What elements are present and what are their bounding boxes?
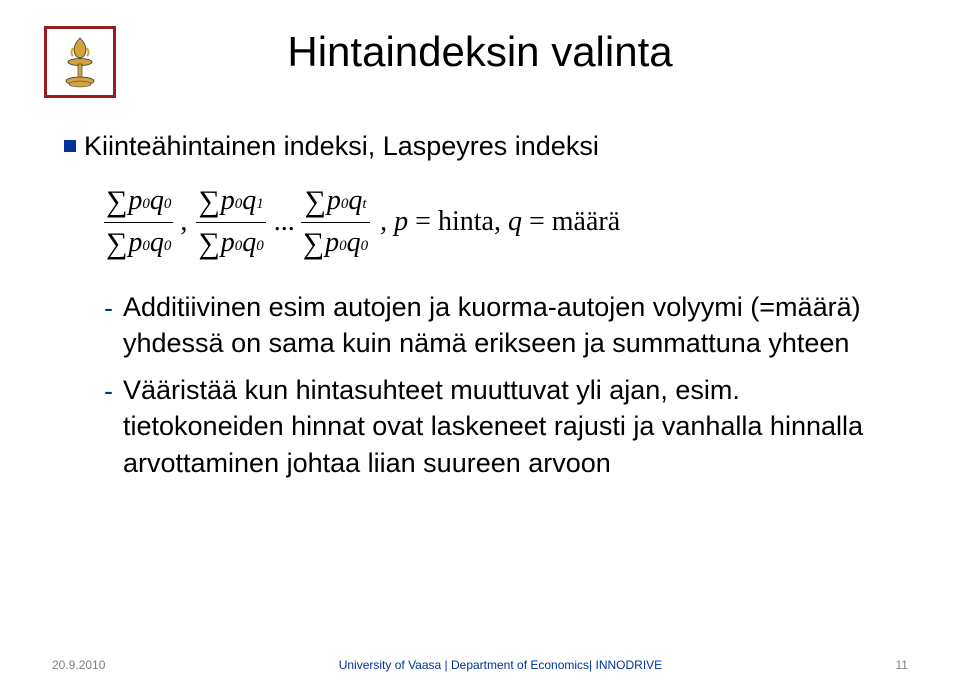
fraction-1: ∑ p0q0 ∑ p0q0 <box>104 182 173 263</box>
content-area: Kiinteähintainen indeksi, Laspeyres inde… <box>64 130 896 491</box>
formula-dots: ... <box>274 206 295 238</box>
bullet-level1: Kiinteähintainen indeksi, Laspeyres inde… <box>64 130 896 164</box>
list-item: - Vääristää kun hintasuhteet muuttuvat y… <box>104 372 896 481</box>
footer: 20.9.2010 University of Vaasa | Departme… <box>0 658 960 672</box>
slide: Hintaindeksin valinta Kiinteähintainen i… <box>0 0 960 692</box>
sub-bullet-list: - Additiivinen esim autojen ja kuorma-au… <box>104 289 896 481</box>
list-item: - Additiivinen esim autojen ja kuorma-au… <box>104 289 896 362</box>
footer-org: University of Vaasa | Department of Econ… <box>339 658 662 672</box>
bullet-text: Kiinteähintainen indeksi, Laspeyres inde… <box>84 130 599 164</box>
formula: ∑ p0q0 ∑ p0q0 , ∑ p0q1 ∑ p0q0 ... ∑ p0qt… <box>104 182 896 263</box>
footer-page: 11 <box>896 658 908 672</box>
fraction-2: ∑ p0q1 ∑ p0q0 <box>196 182 265 263</box>
list-item-text: Additiivinen esim autojen ja kuorma-auto… <box>123 289 896 362</box>
formula-tail: , p = hinta, q = määrä <box>380 206 620 238</box>
footer-date: 20.9.2010 <box>52 658 105 672</box>
page-title: Hintaindeksin valinta <box>0 28 960 76</box>
square-bullet-icon <box>64 140 76 152</box>
list-item-text: Vääristää kun hintasuhteet muuttuvat yli… <box>123 372 896 481</box>
fraction-3: ∑ p0qt ∑ p0q0 <box>301 182 370 263</box>
dash-icon: - <box>104 372 113 481</box>
formula-comma: , <box>180 206 187 238</box>
dash-icon: - <box>104 289 113 362</box>
